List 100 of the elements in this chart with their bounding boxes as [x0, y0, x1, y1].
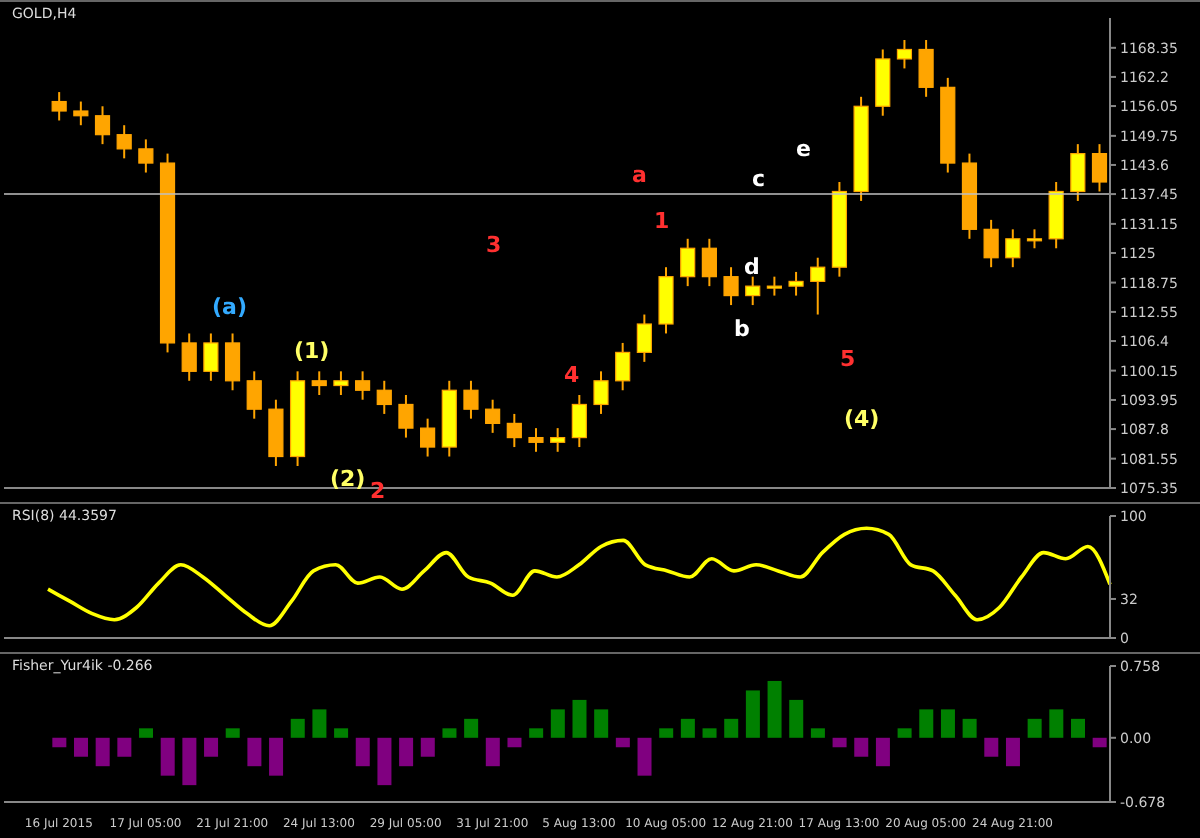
candlestick: [376, 379, 392, 415]
bar: [615, 737, 630, 748]
annotation: 1: [654, 208, 670, 234]
candlestick: [571, 393, 587, 449]
bar: [52, 737, 67, 748]
candlestick: [506, 412, 522, 449]
bar: [507, 737, 522, 748]
candlestick: [875, 48, 891, 117]
candlestick: [355, 370, 371, 401]
candlestick: [918, 39, 934, 98]
annotation: d: [744, 254, 760, 280]
bar: [940, 709, 955, 738]
candlestick: [658, 266, 674, 335]
candlestick: [203, 332, 219, 382]
candlestick: [463, 379, 479, 420]
candlestick: [745, 275, 761, 307]
annotation: 5: [840, 346, 856, 372]
bar: [225, 728, 240, 738]
bar: [420, 737, 435, 757]
bar: [572, 699, 587, 738]
candlestick: [224, 332, 241, 392]
bar: [312, 709, 327, 738]
bar: [897, 728, 912, 738]
candlestick: [398, 393, 414, 439]
bar: [680, 718, 695, 738]
bar: [442, 728, 457, 738]
candlestick: [701, 237, 717, 288]
candlestick: [810, 256, 826, 316]
bar: [269, 737, 284, 776]
bar: [810, 728, 825, 738]
bar: [724, 718, 739, 738]
candlestick: [528, 427, 544, 453]
bar: [377, 737, 392, 786]
annotation: 2: [370, 478, 386, 504]
line-series: [46, 526, 1112, 628]
candlestick: [73, 100, 89, 127]
bar: [789, 699, 804, 738]
candlestick: [1070, 143, 1086, 202]
candlestick: [788, 270, 804, 297]
bar: [160, 737, 175, 776]
candlestick: [550, 427, 566, 453]
candlestick: [636, 313, 652, 363]
bar: [832, 737, 847, 748]
candlestick: [983, 218, 999, 269]
candlestick: [896, 39, 913, 70]
bar: [745, 690, 760, 738]
bar: [550, 709, 565, 738]
annotation: c: [752, 166, 766, 192]
bar: [204, 737, 219, 757]
candlestick: [246, 370, 262, 420]
candlestick: [94, 105, 111, 146]
candlestick: [615, 341, 631, 392]
candlestick: [268, 398, 284, 467]
annotation: 3: [486, 232, 502, 258]
candlestick: [311, 370, 327, 396]
candlestick: [593, 370, 609, 415]
bar: [767, 680, 782, 738]
bar: [919, 709, 934, 738]
bar: [1092, 737, 1107, 748]
bar: [1027, 718, 1042, 738]
bar: [637, 737, 652, 776]
annotation: a: [632, 162, 647, 188]
bar: [95, 737, 110, 767]
candlestick: [333, 370, 349, 396]
bar: [529, 728, 544, 738]
bar: [1070, 718, 1085, 738]
candlestick: [766, 275, 782, 297]
candlestick: [1091, 143, 1108, 193]
bar: [485, 737, 500, 767]
annotation: (4): [844, 406, 880, 432]
candlestick: [723, 266, 739, 307]
bar: [1005, 737, 1020, 767]
candlestick: [1005, 228, 1021, 269]
bar: [334, 728, 349, 738]
candlestick: [485, 398, 501, 434]
candlestick: [181, 332, 197, 382]
candlestick: [1048, 181, 1064, 250]
annotation: (2): [330, 466, 366, 492]
bar: [984, 737, 999, 757]
bar: [139, 728, 154, 738]
bar: [399, 737, 414, 767]
bar: [247, 737, 262, 767]
bar: [962, 718, 977, 738]
bar: [1049, 709, 1064, 738]
annotation: (1): [294, 338, 330, 364]
annotation: b: [734, 316, 750, 342]
bar: [182, 737, 197, 786]
candlestick: [420, 417, 436, 458]
bar: [464, 718, 479, 738]
bar: [74, 737, 89, 757]
bar: [854, 737, 869, 757]
candlestick: [116, 124, 132, 160]
bar: [117, 737, 132, 757]
bar: [355, 737, 370, 767]
candlestick: [138, 138, 154, 174]
candlestick: [51, 91, 67, 122]
bar: [702, 728, 717, 738]
annotation: e: [796, 136, 811, 162]
bar: [594, 709, 609, 738]
annotation: 4: [564, 362, 580, 388]
